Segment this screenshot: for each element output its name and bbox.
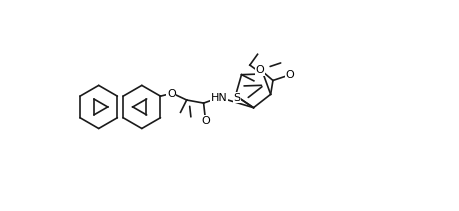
Text: O: O (285, 70, 294, 80)
Text: S: S (233, 93, 240, 103)
Text: O: O (167, 89, 175, 99)
Text: O: O (255, 65, 263, 76)
Text: HN: HN (210, 93, 227, 103)
Text: O: O (201, 116, 210, 126)
